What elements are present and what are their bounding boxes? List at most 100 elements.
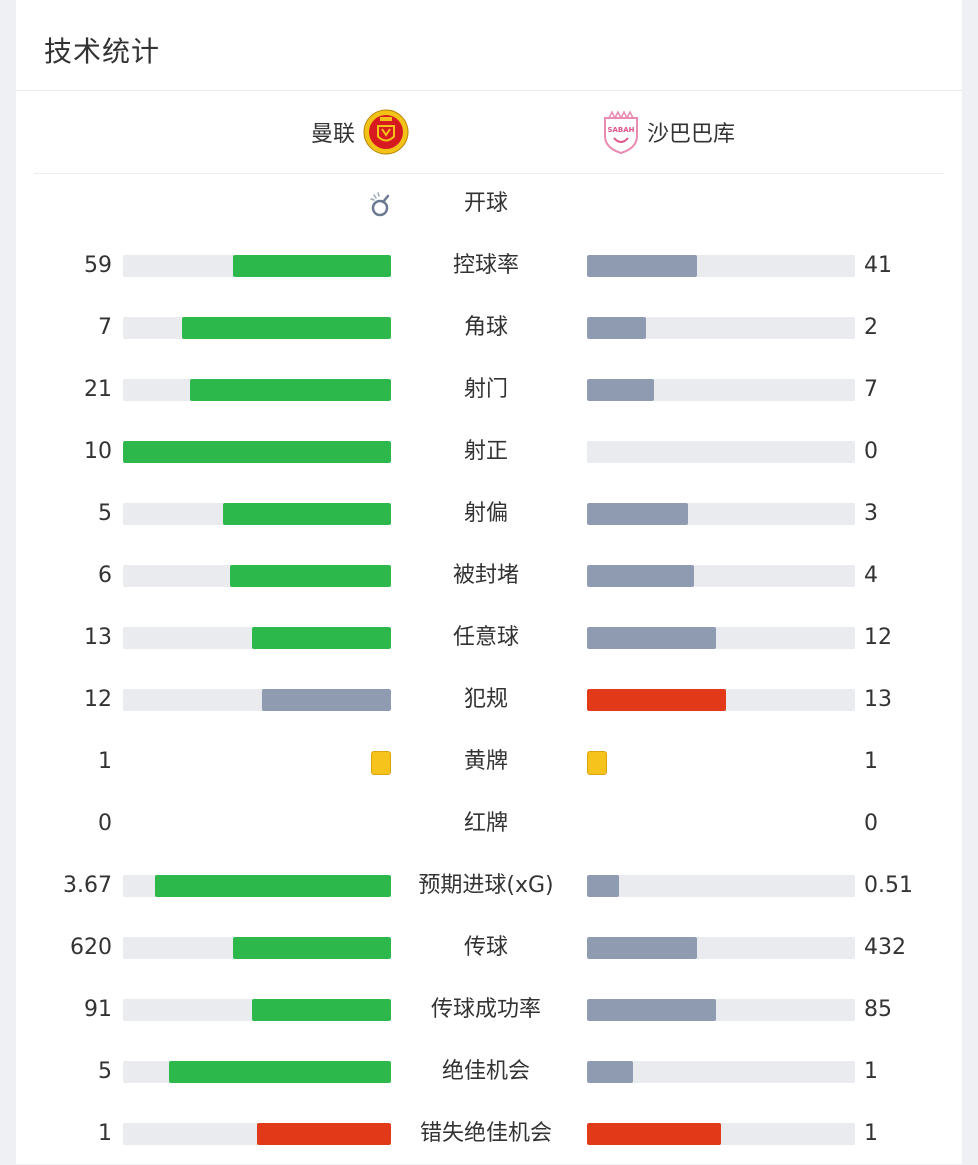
stat-row: 6 被封堵 4 (16, 545, 962, 607)
home-bar-track (123, 627, 391, 649)
home-team[interactable]: 曼联 (311, 105, 409, 159)
home-bar-track (123, 379, 391, 401)
away-team[interactable]: SABAH 沙巴巴库 (601, 105, 735, 159)
home-bar-track (123, 689, 391, 711)
away-bar-track (587, 317, 855, 339)
away-bar-fill (587, 379, 654, 401)
away-value: 1 (864, 1059, 878, 1084)
home-bar-track (123, 875, 391, 897)
sabah-crest-text: SABAH (607, 126, 634, 134)
stat-label: 射偏 (463, 501, 508, 526)
away-bar-fill (587, 565, 694, 587)
away-bar-fill (587, 1061, 633, 1083)
away-bar-fill (587, 875, 619, 897)
home-bar-fill (223, 503, 391, 525)
home-value: 7 (98, 315, 112, 340)
home-value: 12 (84, 687, 112, 712)
stat-row: 91 传球成功率 85 (16, 979, 962, 1041)
stat-label: 角球 (463, 315, 508, 340)
away-value: 1 (864, 1121, 878, 1146)
stat-label: 绝佳机会 (441, 1059, 530, 1084)
home-bar-track (123, 441, 391, 463)
away-bar-fill (587, 937, 697, 959)
stats-header: 技术统计 (16, 0, 962, 91)
home-bar-fill (123, 441, 391, 463)
home-bar-track (123, 565, 391, 587)
home-bar-track (123, 503, 391, 525)
home-bar-fill (190, 379, 391, 401)
away-value: 4 (864, 563, 878, 588)
home-value: 13 (84, 625, 112, 650)
stat-row: 12 犯规 13 (16, 669, 962, 731)
stat-row: 0 红牌 0 (16, 793, 962, 855)
home-bar-fill (252, 627, 391, 649)
home-value: 6 (98, 563, 112, 588)
sabah-crest-icon: SABAH (604, 110, 638, 154)
away-bar-fill (587, 1123, 721, 1145)
away-value: 432 (864, 935, 906, 960)
away-value: 0 (864, 811, 878, 836)
stat-label: 开球 (463, 191, 508, 216)
away-bar-track (587, 379, 855, 401)
home-value: 5 (98, 1059, 112, 1084)
home-bar-track (123, 1061, 391, 1083)
away-value: 13 (864, 687, 892, 712)
stat-row: 开球 (16, 173, 962, 235)
home-bar-fill (233, 937, 391, 959)
home-bar-fill (182, 317, 391, 339)
away-yellow-card-icon (587, 751, 607, 775)
away-bar-track (587, 441, 855, 463)
away-bar-track (587, 1061, 855, 1083)
away-bar-fill (587, 255, 697, 277)
home-bar-fill (169, 1061, 391, 1083)
stat-label: 红牌 (463, 811, 508, 836)
stat-label: 任意球 (452, 625, 519, 650)
away-value: 2 (864, 315, 878, 340)
home-bar-fill (155, 875, 391, 897)
away-value: 85 (864, 997, 892, 1022)
home-yellow-card-icon (371, 751, 391, 775)
home-value: 620 (70, 935, 112, 960)
stat-label: 犯规 (463, 687, 508, 712)
away-value: 12 (864, 625, 892, 650)
stat-row: 21 射门 7 (16, 359, 962, 421)
away-team-name: 沙巴巴库 (647, 122, 736, 147)
stat-row: 5 绝佳机会 1 (16, 1041, 962, 1103)
stat-row: 13 任意球 12 (16, 607, 962, 669)
away-value: 7 (864, 377, 878, 402)
home-bar-fill (252, 999, 391, 1021)
home-bar-track (123, 255, 391, 277)
away-bar-track (587, 565, 855, 587)
away-bar-fill (587, 503, 688, 525)
away-bar-track (587, 503, 855, 525)
home-bar-track (123, 999, 391, 1021)
stat-label: 黄牌 (463, 749, 508, 774)
home-value: 1 (98, 749, 112, 774)
stat-row: 620 传球 432 (16, 917, 962, 979)
home-bar-fill (230, 565, 391, 587)
stat-label: 被封堵 (452, 563, 519, 588)
manchester-united-crest-icon (363, 109, 409, 155)
away-bar-fill (587, 317, 646, 339)
away-value: 1 (864, 749, 878, 774)
home-bar-fill (257, 1123, 391, 1145)
stat-row: 1 黄牌 1 (16, 731, 962, 793)
home-value: 21 (84, 377, 112, 402)
away-bar-fill (587, 689, 726, 711)
stat-label: 错失绝佳机会 (419, 1121, 552, 1146)
away-bar-track (587, 999, 855, 1021)
home-bar-track (123, 937, 391, 959)
stat-label: 控球率 (452, 253, 519, 278)
away-bar-fill (587, 627, 716, 649)
stat-row: 7 角球 2 (16, 297, 962, 359)
home-bar-track (123, 317, 391, 339)
stat-label: 射门 (463, 377, 508, 402)
away-bar-track (587, 255, 855, 277)
stat-label: 传球 (463, 935, 508, 960)
home-value: 1 (98, 1121, 112, 1146)
stat-label: 射正 (463, 439, 508, 464)
away-bar-track (587, 1123, 855, 1145)
page-title: 技术统计 (44, 35, 161, 68)
home-value: 59 (84, 253, 112, 278)
home-value: 0 (98, 811, 112, 836)
